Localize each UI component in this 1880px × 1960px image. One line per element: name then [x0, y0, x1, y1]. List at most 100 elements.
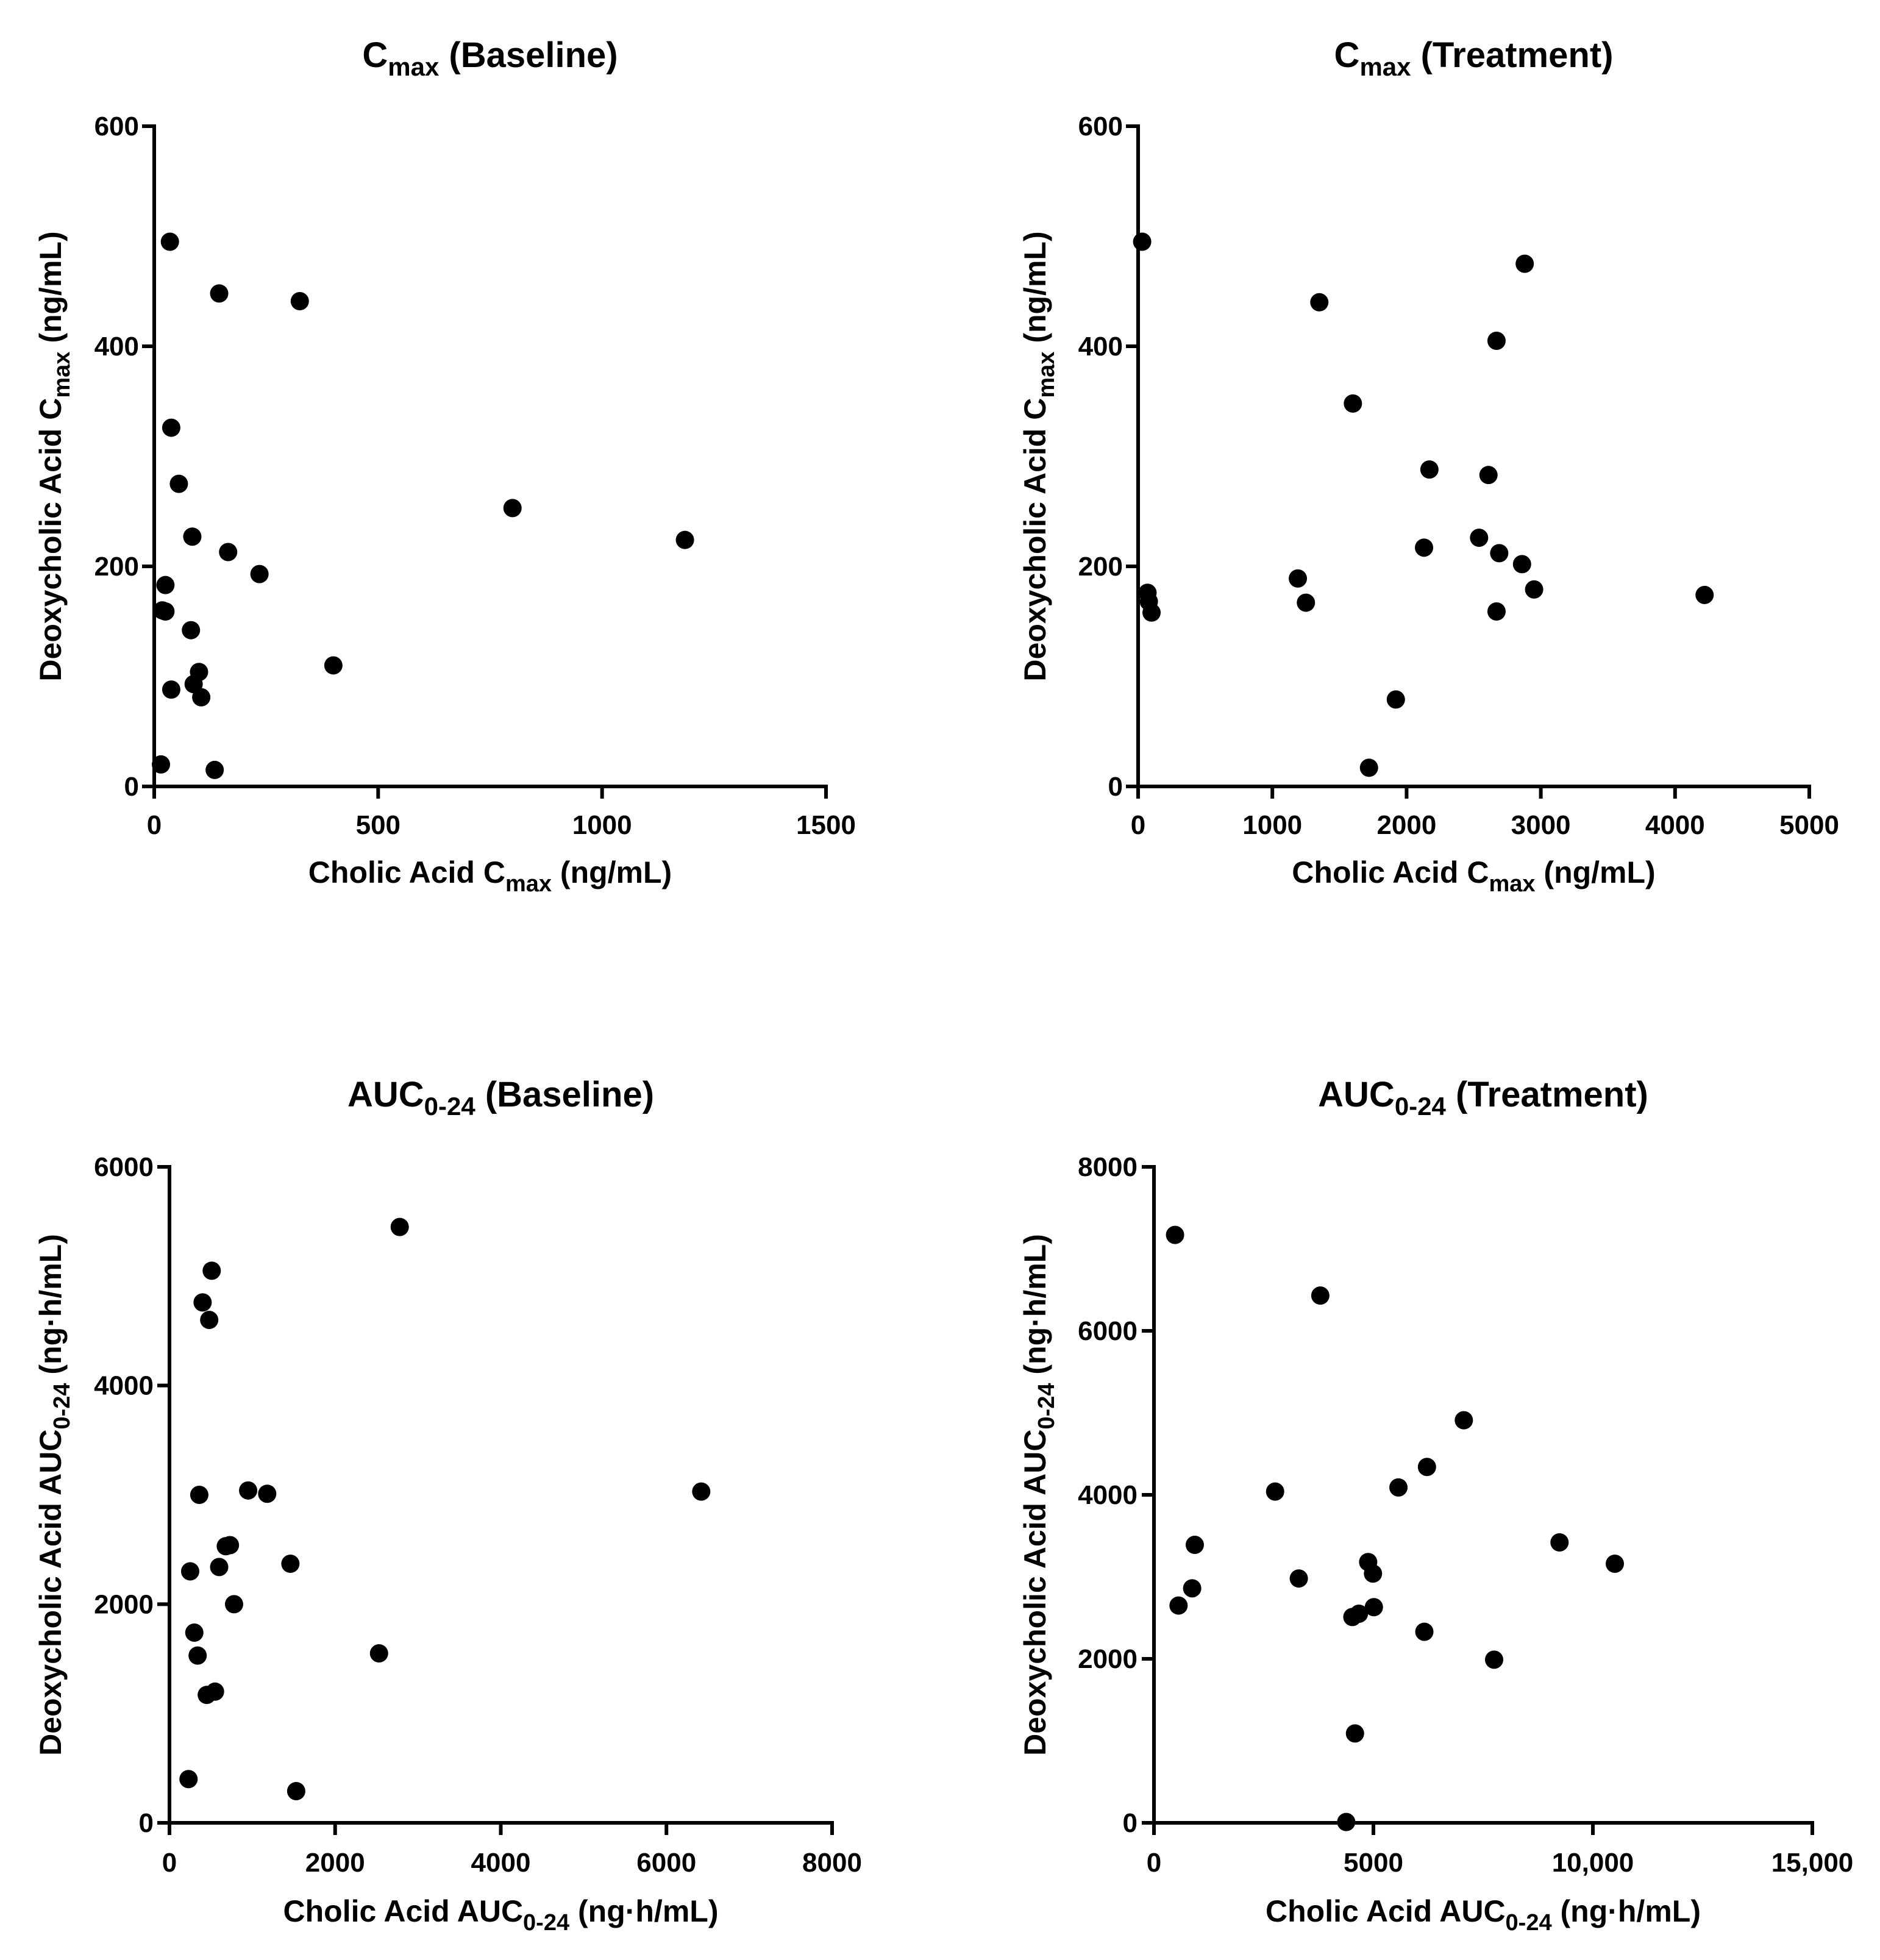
data-point: [179, 1770, 198, 1789]
x-axis-label: Cholic Acid Cmax (ng/mL): [1292, 855, 1655, 897]
data-point: [1417, 1458, 1436, 1477]
axes: [142, 124, 828, 799]
data-point: [224, 1595, 243, 1614]
data-point: [1142, 603, 1161, 622]
data-point: [1389, 1478, 1408, 1497]
chart-title: AUC0-24 (Baseline): [347, 1075, 654, 1121]
data-point: [210, 1558, 229, 1577]
y-tick-label: 6000: [1078, 1316, 1138, 1346]
x-tick-label: 0: [1147, 1848, 1161, 1878]
data-point: [156, 576, 175, 594]
x-tick-label: 5000: [1779, 810, 1839, 840]
data-point: [1344, 394, 1362, 413]
data-point: [202, 1261, 221, 1280]
data-point: [1266, 1482, 1284, 1501]
data-point: [192, 688, 211, 707]
x-tick-label: 15,000: [1771, 1848, 1854, 1878]
data-point: [1485, 1650, 1503, 1669]
x-tick-label: 1000: [572, 810, 632, 840]
data-point: [1479, 466, 1498, 485]
y-tick-label: 600: [1078, 112, 1123, 141]
data-point: [1487, 331, 1506, 350]
y-tick-label: 0: [1108, 772, 1123, 802]
data-point: [1289, 569, 1308, 588]
data-point: [190, 1486, 208, 1504]
data-point: [1359, 758, 1378, 777]
data-point: [1415, 1622, 1434, 1641]
data-point: [1490, 544, 1509, 563]
data-point: [1695, 585, 1714, 604]
axes: [157, 1165, 834, 1835]
x-tick-label: 1000: [1242, 810, 1302, 840]
y-tick-label: 400: [1078, 332, 1123, 362]
data-point: [675, 530, 694, 549]
data-point: [1512, 555, 1531, 574]
x-tick-label: 0: [1131, 810, 1145, 840]
data-points: [179, 1217, 711, 1800]
y-tick-label: 200: [94, 552, 139, 582]
chart-title: Cmax (Treatment): [1334, 35, 1614, 81]
x-tick-label: 4000: [471, 1848, 531, 1878]
y-axis-label: Deoxycholic Acid Cmax (ng/mL): [34, 231, 75, 681]
data-point: [1289, 1569, 1308, 1588]
data-point: [1337, 1812, 1356, 1831]
data-point: [239, 1481, 258, 1500]
data-point: [258, 1484, 277, 1503]
data-points: [1133, 232, 1714, 777]
data-point: [162, 680, 180, 699]
x-axis-label: Cholic Acid Cmax (ng/mL): [308, 855, 672, 897]
data-point: [1420, 460, 1439, 479]
data-point: [1415, 538, 1434, 557]
y-tick-label: 200: [1078, 552, 1123, 582]
data-point: [221, 1536, 240, 1555]
data-point: [184, 675, 203, 694]
data-point: [1183, 1579, 1202, 1598]
data-point: [182, 621, 201, 640]
data-point: [250, 565, 269, 583]
data-points: [1166, 1225, 1624, 1831]
x-tick-label: 10,000: [1552, 1848, 1634, 1878]
data-point: [1310, 293, 1329, 312]
x-tick-label: 5000: [1344, 1848, 1403, 1878]
data-point: [1311, 1286, 1330, 1305]
data-point: [1343, 1608, 1362, 1627]
data-point: [281, 1554, 300, 1573]
data-point: [1133, 232, 1152, 251]
data-point: [1515, 254, 1534, 273]
x-tick-label: 0: [147, 810, 162, 840]
y-tick-label: 600: [94, 112, 139, 141]
data-point: [169, 474, 188, 493]
data-point: [1386, 690, 1405, 709]
y-tick-label: 0: [139, 1808, 154, 1838]
data-point: [210, 284, 229, 303]
x-axis-label: Cholic Acid AUC0-24 (ng·h/mL): [283, 1894, 719, 1936]
data-point: [390, 1217, 409, 1236]
data-point: [324, 656, 343, 675]
data-point: [290, 291, 309, 310]
data-point: [193, 1293, 212, 1312]
y-tick-label: 4000: [1078, 1480, 1138, 1510]
x-tick-label: 4000: [1645, 810, 1705, 840]
data-point: [1606, 1554, 1624, 1573]
y-tick-label: 8000: [1078, 1152, 1138, 1182]
chart-title: AUC0-24 (Treatment): [1318, 1075, 1648, 1121]
axes: [1126, 124, 1811, 799]
data-point: [200, 1311, 219, 1330]
data-point: [692, 1482, 711, 1501]
data-point: [162, 418, 180, 437]
data-point: [183, 527, 202, 546]
x-tick-label: 2000: [305, 1848, 365, 1878]
data-point: [1297, 593, 1316, 612]
chart-panel-auc-baseline: AUC0-24 (Baseline) 0 2000 4000 6000 8000 0 2000…: [34, 1075, 862, 1936]
data-point: [369, 1644, 388, 1663]
data-points: [152, 232, 694, 779]
x-tick-label: 0: [162, 1848, 177, 1878]
data-point: [180, 1562, 199, 1581]
data-point: [160, 232, 179, 251]
y-tick-label: 0: [1123, 1808, 1138, 1838]
data-point: [1166, 1225, 1184, 1244]
data-point: [205, 760, 224, 779]
y-tick-label: 2000: [94, 1589, 154, 1619]
x-tick-label: 6000: [636, 1848, 696, 1878]
